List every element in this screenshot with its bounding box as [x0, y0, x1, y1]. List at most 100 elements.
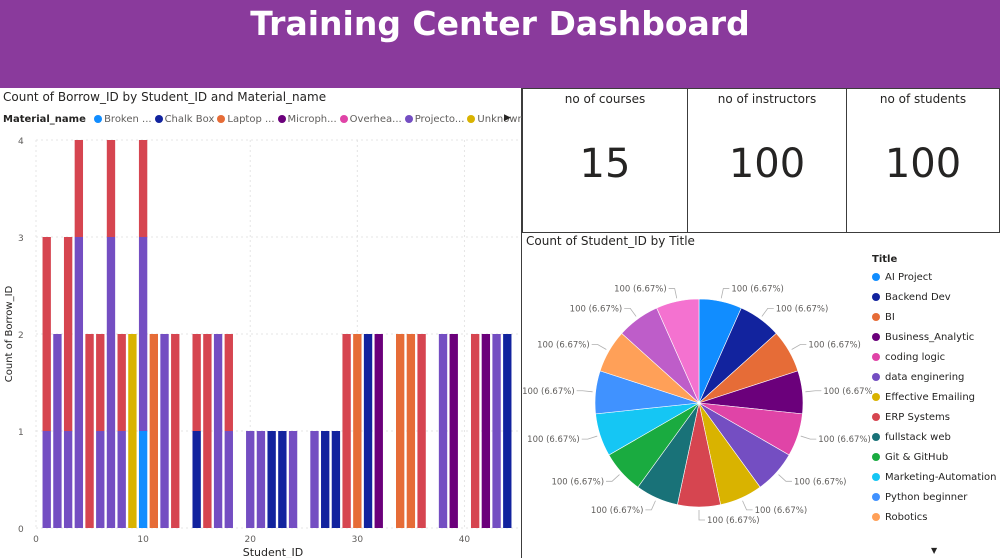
- pie-chart[interactable]: 100 (6.67%)100 (6.67%)100 (6.67%)100 (6.…: [522, 250, 872, 550]
- legend-item[interactable]: Projecto...: [404, 114, 464, 125]
- pie-legend-label: Backend Dev: [885, 292, 951, 303]
- pie-legend-item[interactable]: BI: [872, 312, 1000, 332]
- bar-segment[interactable]: [374, 334, 383, 528]
- bar-segment[interactable]: [363, 334, 373, 528]
- pie-legend-item[interactable]: coding logic: [872, 352, 1000, 372]
- pie-legend-label: Robotics: [885, 512, 928, 523]
- bar-segment[interactable]: [406, 334, 416, 528]
- bar-segment[interactable]: [203, 334, 212, 528]
- pie-legend-item[interactable]: Robotics: [872, 512, 1000, 532]
- bar-segment[interactable]: [117, 431, 126, 528]
- bar-segment[interactable]: [63, 431, 73, 528]
- legend-dot-icon: [872, 433, 880, 441]
- legend-dot-icon: [94, 115, 103, 123]
- x-tick-label: 30: [352, 535, 364, 545]
- pie-legend-label: Marketing-Automation: [885, 472, 997, 483]
- legend-scroll-down-icon[interactable]: ▼: [931, 546, 938, 555]
- bar-segment[interactable]: [128, 334, 137, 528]
- legend-item[interactable]: Overhea...: [339, 114, 402, 125]
- pie-legend-item[interactable]: Business_Analytic: [872, 332, 1000, 352]
- bar-segment[interactable]: [213, 334, 223, 528]
- pie-legend-label: AI Project: [885, 272, 933, 283]
- bar-segment[interactable]: [449, 334, 458, 528]
- bar-chart-title: Count of Borrow_ID by Student_ID and Mat…: [3, 90, 327, 104]
- bar-segment[interactable]: [492, 334, 501, 528]
- pie-legend-item[interactable]: Python beginner: [872, 492, 1000, 512]
- bar-segment[interactable]: [117, 334, 126, 431]
- bar-segment[interactable]: [96, 334, 105, 431]
- pie-legend-item[interactable]: ERP Systems: [872, 412, 1000, 432]
- bar-segment[interactable]: [438, 334, 448, 528]
- bar-segment[interactable]: [278, 431, 287, 528]
- legend-item[interactable]: Broken ...: [94, 114, 152, 125]
- legend-label: Unknown: [477, 114, 524, 125]
- bar-segment[interactable]: [224, 431, 233, 528]
- pie-legend-item[interactable]: fullstack web: [872, 432, 1000, 452]
- legend-dot-icon: [872, 393, 880, 401]
- pie-legend-item[interactable]: Marketing-Automation: [872, 472, 1000, 492]
- pie-legend-label: coding logic: [885, 352, 946, 363]
- bar-segment[interactable]: [74, 140, 84, 237]
- legend-item[interactable]: Microph...: [277, 114, 337, 125]
- card-courses: no of courses 15: [522, 88, 688, 233]
- legend-next-icon[interactable]: ▶: [504, 113, 511, 123]
- legend-item[interactable]: Laptop ...: [217, 114, 275, 125]
- y-tick-label: 3: [18, 234, 24, 244]
- bar-segment[interactable]: [288, 431, 298, 528]
- bar-chart-legend[interactable]: Material_name Broken ... Chalk Box Laptop …: [3, 114, 524, 130]
- bar-segment[interactable]: [417, 334, 426, 528]
- legend-dot-icon: [872, 493, 880, 501]
- bar-segment[interactable]: [171, 334, 180, 528]
- bar-segment[interactable]: [321, 431, 330, 528]
- bar-segment[interactable]: [503, 334, 512, 528]
- bar-segment[interactable]: [42, 237, 51, 431]
- x-tick-label: 20: [244, 535, 256, 545]
- bar-segment[interactable]: [470, 334, 480, 528]
- bar-segment[interactable]: [192, 431, 201, 528]
- legend-item[interactable]: Chalk Box: [154, 114, 215, 125]
- bar-segment[interactable]: [160, 334, 169, 528]
- legend-label: Chalk Box: [164, 114, 215, 125]
- bar-segment[interactable]: [342, 334, 351, 528]
- bar-segment[interactable]: [138, 237, 148, 431]
- bar-segment[interactable]: [96, 431, 105, 528]
- bar-segment[interactable]: [106, 140, 116, 237]
- bar-segment[interactable]: [138, 431, 148, 528]
- pie-chart-legend[interactable]: Title AI Project Backend Dev BI Business_An…: [872, 254, 1000, 532]
- bar-segment[interactable]: [53, 334, 62, 528]
- legend-dot-icon: [217, 115, 226, 123]
- pie-data-label: 100 (6.67%): [808, 341, 861, 351]
- bar-segment[interactable]: [106, 237, 116, 528]
- pie-legend-item[interactable]: AI Project: [872, 272, 1000, 292]
- pie-legend-item[interactable]: Backend Dev: [872, 292, 1000, 312]
- bar-segment[interactable]: [63, 237, 73, 431]
- bar-segment[interactable]: [85, 334, 94, 528]
- bar-segment[interactable]: [256, 431, 266, 528]
- pie-legend-item[interactable]: Effective Emailing: [872, 392, 1000, 412]
- bar-segment[interactable]: [310, 431, 319, 528]
- bar-segment[interactable]: [192, 334, 201, 431]
- legend-dot-icon: [467, 115, 476, 123]
- bar-segment[interactable]: [353, 334, 362, 528]
- pie-legend-item[interactable]: Git & GitHub: [872, 452, 1000, 472]
- bar-segment[interactable]: [396, 334, 405, 528]
- bar-segment[interactable]: [149, 334, 158, 528]
- pie-leader-line: [800, 435, 817, 440]
- bar-segment[interactable]: [246, 431, 255, 528]
- bar-segment[interactable]: [267, 431, 276, 528]
- pie-slice[interactable]: [656, 298, 700, 404]
- pie-data-label: 100 (6.67%): [755, 506, 808, 516]
- pie-legend-label: ERP Systems: [885, 412, 950, 423]
- bar-segment[interactable]: [224, 334, 233, 431]
- bar-segment[interactable]: [331, 431, 341, 528]
- legend-dot-icon: [872, 513, 880, 521]
- pie-leader-line: [624, 307, 637, 317]
- legend-item[interactable]: Unknown: [467, 114, 524, 125]
- bar-segment[interactable]: [481, 334, 491, 528]
- pie-legend-item[interactable]: data enginering: [872, 372, 1000, 392]
- legend-label: Broken ...: [104, 114, 152, 125]
- bar-segment[interactable]: [138, 140, 148, 237]
- bar-segment[interactable]: [74, 237, 84, 528]
- bar-segment[interactable]: [42, 431, 51, 528]
